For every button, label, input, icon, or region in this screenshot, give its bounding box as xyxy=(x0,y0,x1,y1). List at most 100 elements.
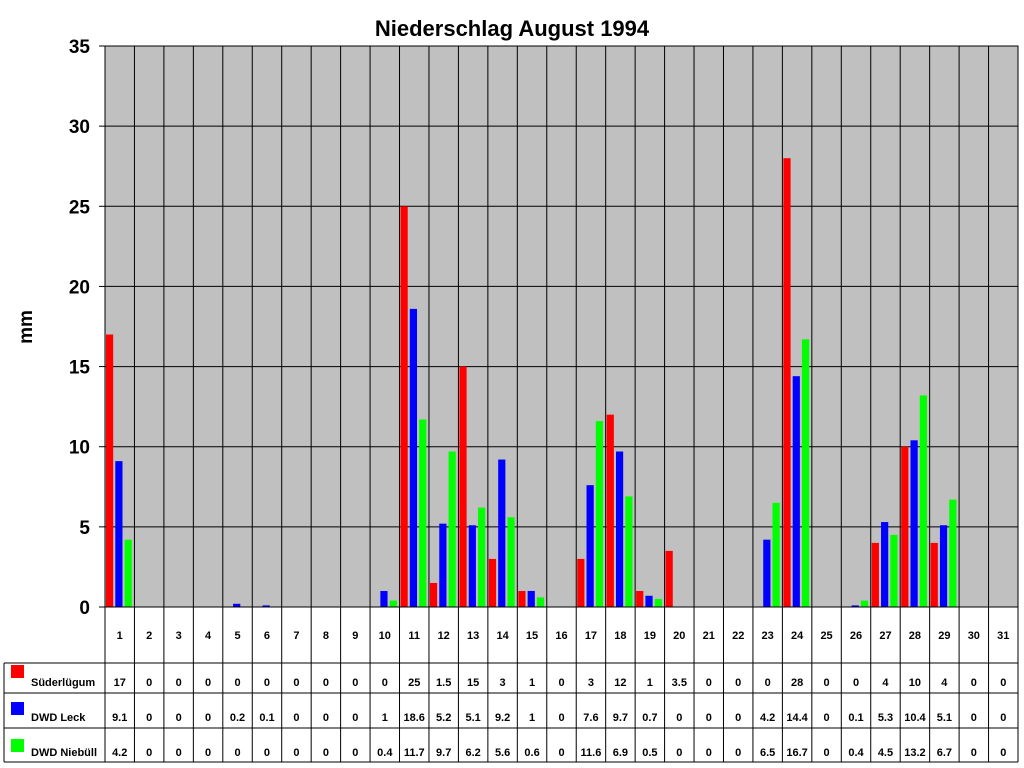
x-tick-label: 20 xyxy=(673,630,685,642)
data-label: 0.5 xyxy=(642,747,657,759)
data-label: 0 xyxy=(558,747,564,759)
data-label: 5.1 xyxy=(465,712,480,724)
data-label: 0.4 xyxy=(377,747,393,759)
bar-dwd-nieb-ll-18 xyxy=(625,496,633,607)
data-label: 6.7 xyxy=(937,747,952,759)
data-label: 11.7 xyxy=(404,747,425,759)
data-label: 13.2 xyxy=(904,747,925,759)
bar-dwd-leck-10 xyxy=(380,590,388,607)
data-label: 0 xyxy=(352,677,358,689)
x-tick-label: 6 xyxy=(264,630,270,642)
bar-dwd-nieb-ll-1 xyxy=(124,539,132,607)
data-label: 0 xyxy=(293,712,299,724)
data-label: 0 xyxy=(853,677,859,689)
data-label: 1 xyxy=(647,677,653,689)
x-tick-label: 28 xyxy=(909,630,921,642)
bar-dwd-leck-19 xyxy=(645,595,653,607)
x-tick-label: 15 xyxy=(526,630,538,642)
data-label: 0 xyxy=(176,712,182,724)
data-label: 0 xyxy=(706,677,712,689)
data-label: 0 xyxy=(352,747,358,759)
data-label: 9.1 xyxy=(112,712,127,724)
data-label: 0 xyxy=(176,747,182,759)
data-label: 0 xyxy=(824,712,830,724)
data-label: 4.2 xyxy=(760,712,775,724)
x-tick-label: 17 xyxy=(585,630,597,642)
bar-s-derl-gum-18 xyxy=(606,414,614,607)
data-label: 5.1 xyxy=(937,712,952,724)
data-label: 1 xyxy=(529,712,535,724)
data-label: 0.4 xyxy=(848,747,864,759)
bar-dwd-leck-23 xyxy=(763,539,771,607)
y-tick-label: 15 xyxy=(69,358,91,379)
data-label: 0 xyxy=(558,677,564,689)
bar-dwd-leck-28 xyxy=(910,440,918,607)
data-label: 4.2 xyxy=(112,747,127,759)
x-tick-label: 29 xyxy=(938,630,950,642)
data-label: 12 xyxy=(614,677,626,689)
legend-key xyxy=(11,702,24,715)
x-tick-label: 14 xyxy=(496,630,509,642)
bar-s-derl-gum-19 xyxy=(636,590,644,607)
data-label: 1 xyxy=(529,677,535,689)
legend-label: DWD Niebüll xyxy=(31,747,97,759)
bar-dwd-leck-14 xyxy=(498,459,506,607)
data-label: 10 xyxy=(909,677,921,689)
data-label: 0 xyxy=(323,677,329,689)
bar-s-derl-gum-29 xyxy=(930,542,938,607)
data-label: 0 xyxy=(205,677,211,689)
legend-label: Süderlügum xyxy=(31,677,95,689)
data-label: 1 xyxy=(382,712,388,724)
bar-dwd-nieb-ll-14 xyxy=(507,517,515,607)
x-tick-label: 5 xyxy=(234,630,240,642)
bar-s-derl-gum-20 xyxy=(665,550,673,607)
bar-dwd-leck-13 xyxy=(468,525,476,607)
data-label: 0 xyxy=(765,677,771,689)
bar-dwd-leck-27 xyxy=(881,522,889,607)
data-label: 28 xyxy=(791,677,803,689)
bar-s-derl-gum-28 xyxy=(901,446,909,607)
x-tick-label: 11 xyxy=(408,630,420,642)
data-label: 0 xyxy=(824,747,830,759)
data-label: 0 xyxy=(234,747,240,759)
data-label: 9.7 xyxy=(613,712,628,724)
data-label: 9.7 xyxy=(436,747,451,759)
data-label: 0 xyxy=(382,677,388,689)
bar-dwd-nieb-ll-23 xyxy=(772,502,780,607)
data-label: 4 xyxy=(941,677,948,689)
bar-dwd-nieb-ll-15 xyxy=(536,597,545,607)
data-label: 7.6 xyxy=(583,712,598,724)
bar-s-derl-gum-27 xyxy=(871,542,879,607)
data-label: 0 xyxy=(323,747,329,759)
y-tick-label: 30 xyxy=(69,117,90,138)
x-tick-label: 24 xyxy=(791,630,804,642)
bar-dwd-leck-1 xyxy=(115,461,123,607)
x-tick-label: 30 xyxy=(968,630,980,642)
data-label: 0 xyxy=(971,677,977,689)
data-label: 14.4 xyxy=(786,712,808,724)
legend-label: DWD Leck xyxy=(31,712,86,724)
data-label: 0 xyxy=(558,712,564,724)
bar-s-derl-gum-11 xyxy=(400,206,408,608)
data-label: 3 xyxy=(588,677,594,689)
y-axis-label: mm xyxy=(16,310,37,344)
data-label: 0 xyxy=(176,677,182,689)
data-label: 0 xyxy=(1000,712,1006,724)
data-label: 0 xyxy=(676,712,682,724)
data-label: 6.5 xyxy=(760,747,775,759)
bar-s-derl-gum-15 xyxy=(518,590,526,607)
data-label: 9.2 xyxy=(495,712,510,724)
bar-dwd-leck-6 xyxy=(262,605,270,607)
y-tick-label: 20 xyxy=(69,277,90,298)
y-tick-label: 0 xyxy=(79,598,90,619)
data-label: 0 xyxy=(824,677,830,689)
bar-dwd-nieb-ll-28 xyxy=(919,395,927,607)
x-tick-label: 19 xyxy=(644,630,656,642)
data-label: 3 xyxy=(500,677,506,689)
x-tick-label: 12 xyxy=(438,630,450,642)
data-label: 4.5 xyxy=(878,747,893,759)
data-label: 17 xyxy=(114,677,126,689)
data-label: 0 xyxy=(352,712,358,724)
data-label: 0 xyxy=(146,747,152,759)
data-label: 0 xyxy=(293,747,299,759)
